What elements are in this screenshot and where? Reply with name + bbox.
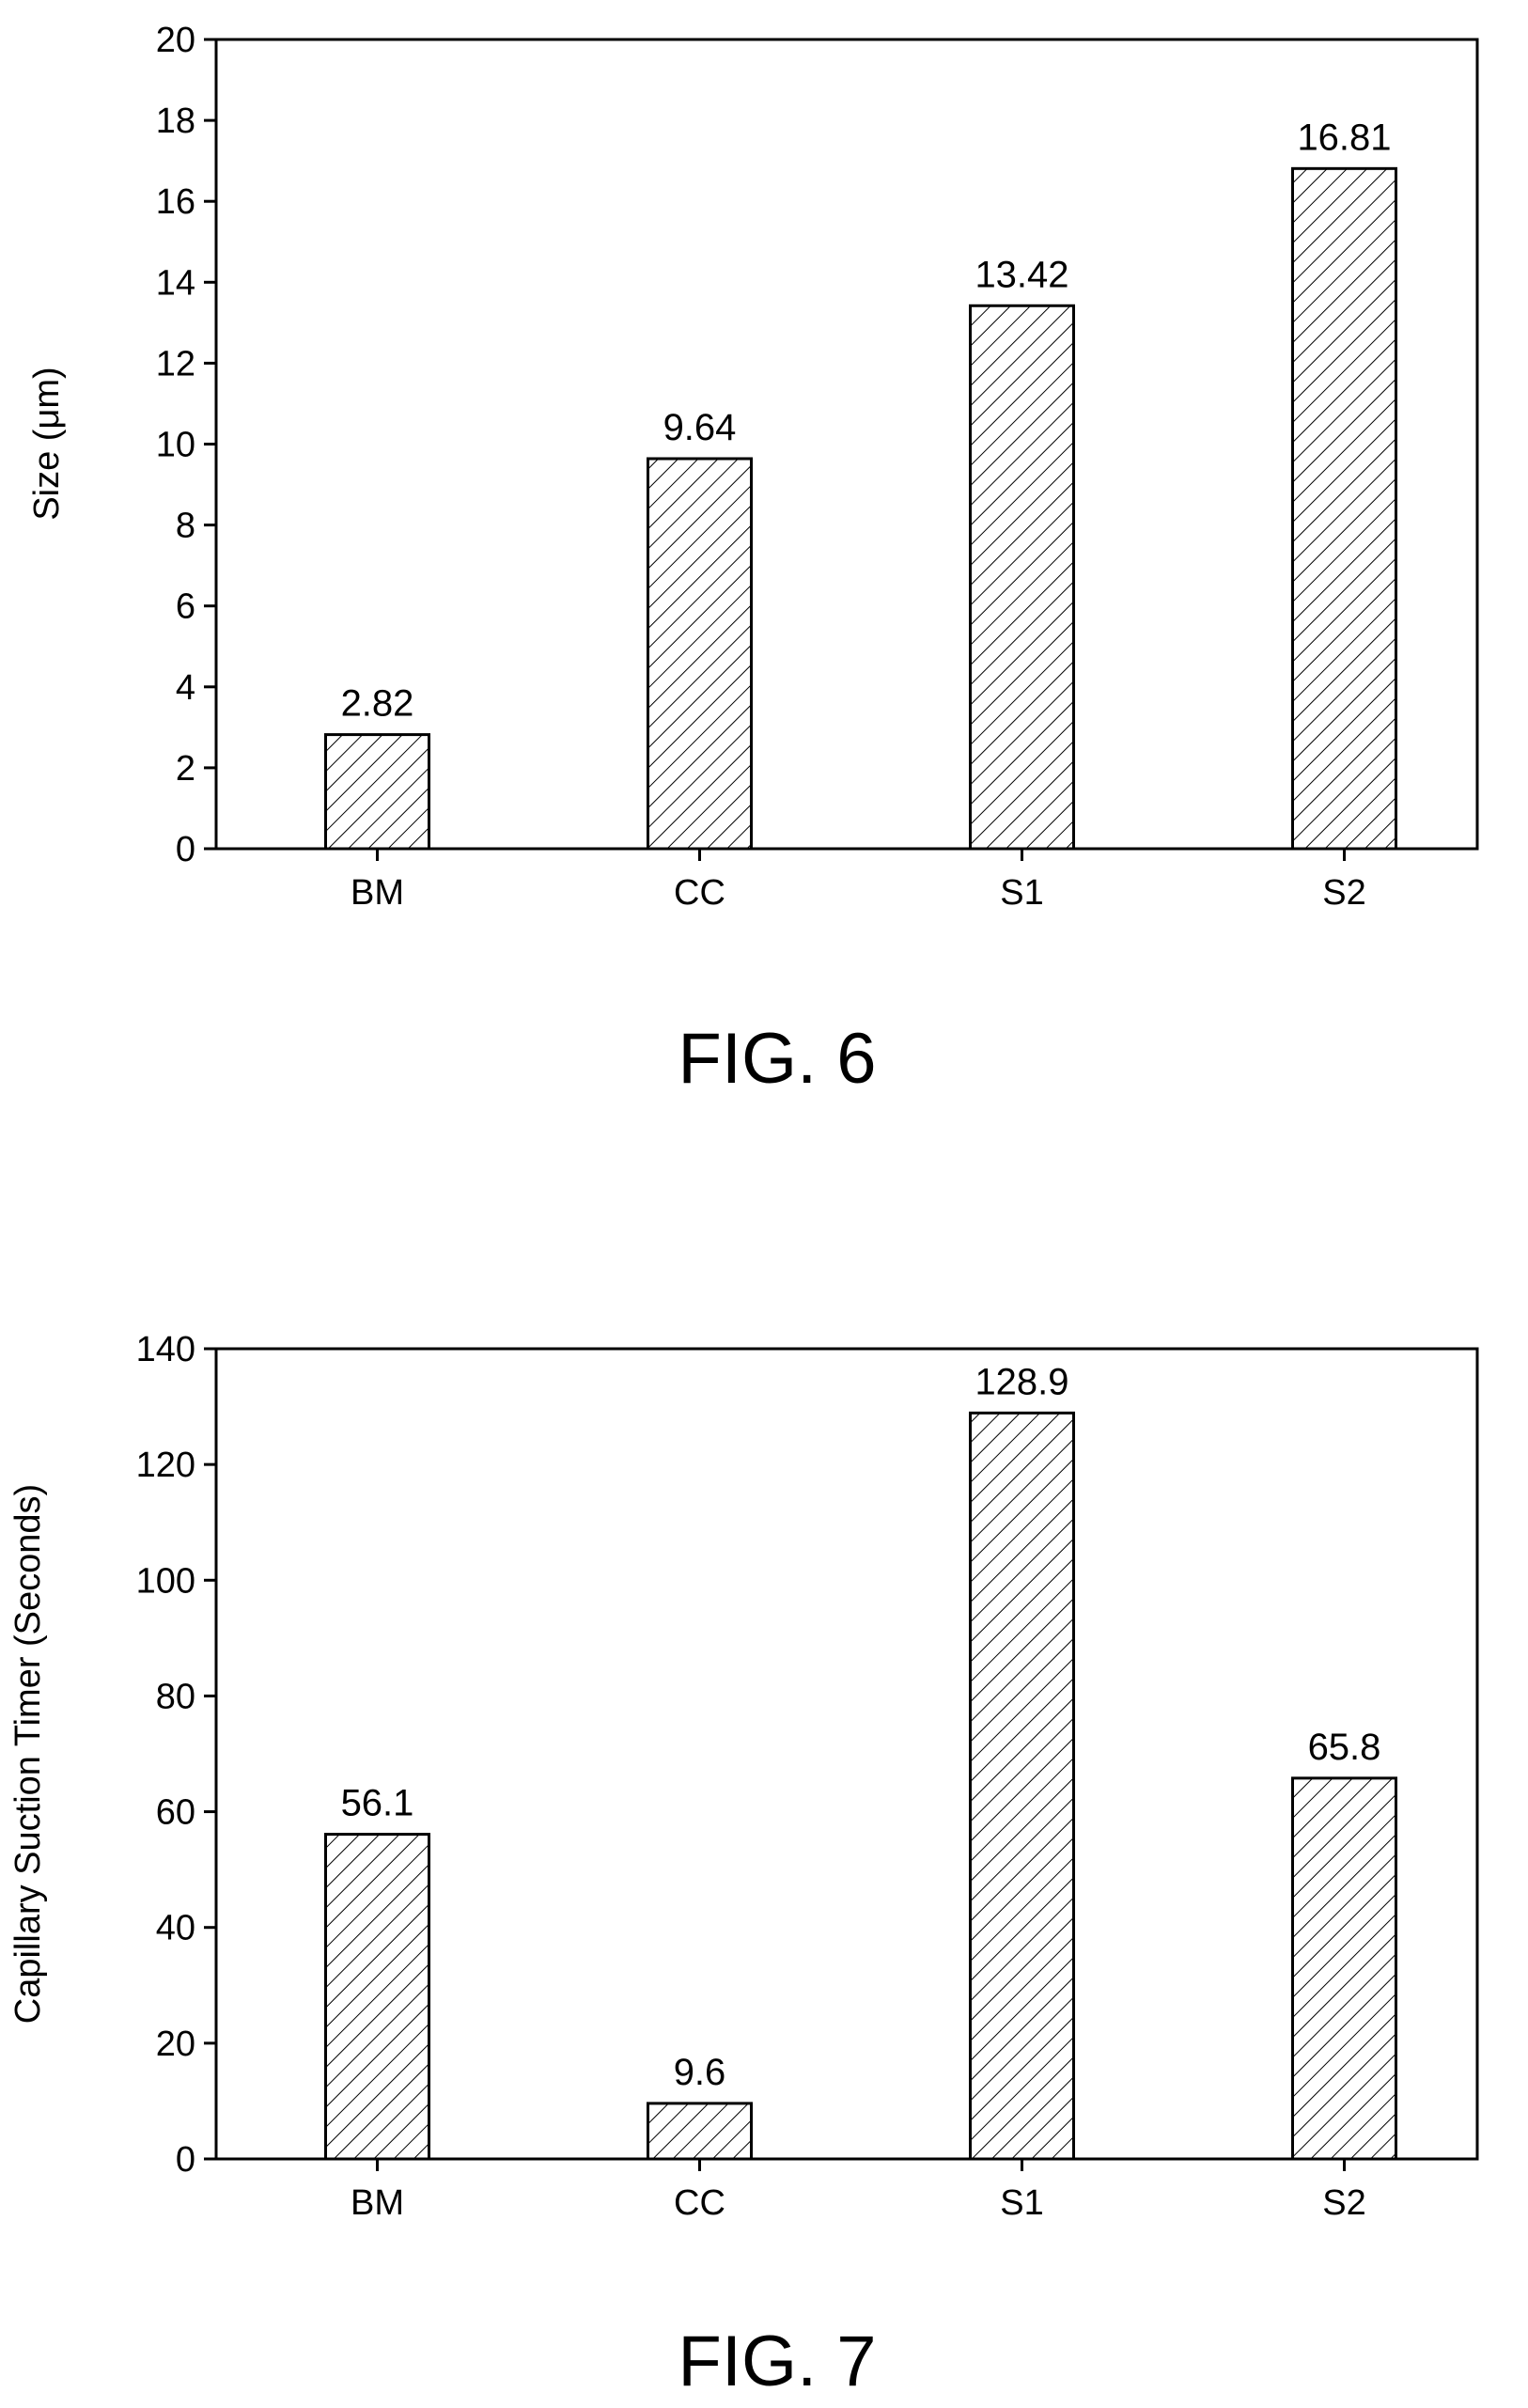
data-labels: 56.1 9.6 128.9 65.8 — [341, 1361, 1381, 2093]
bar-cc — [647, 457, 753, 851]
x-ticks: BM CC S1 S2 — [351, 849, 1366, 913]
data-label-cc: 9.6 — [674, 2052, 726, 2093]
bar-s1 — [969, 304, 1075, 851]
x-tick-label: S2 — [1322, 873, 1365, 913]
y-tick-label: 10 — [156, 426, 195, 465]
y-tick-label: 0 — [176, 2140, 195, 2180]
y-tick-label: 2 — [176, 749, 195, 789]
figure-label-fig-6: FIG. 6 — [678, 1019, 876, 1099]
bar-s2 — [1291, 166, 1397, 851]
plot-frame — [214, 38, 1479, 851]
y-tick-label: 20 — [156, 2025, 195, 2064]
x-ticks: BM CC S1 S2 — [351, 2159, 1366, 2223]
y-tick-label: 0 — [176, 830, 195, 869]
y-tick-label: 60 — [156, 1793, 195, 1833]
bars — [324, 1411, 1397, 2161]
data-labels: 2.82 9.64 13.42 16.81 — [341, 117, 1392, 724]
x-tick-label: S2 — [1322, 2183, 1365, 2223]
bar-bm — [324, 733, 430, 851]
y-tick-label: 14 — [156, 263, 195, 303]
x-tick-label: BM — [351, 873, 404, 913]
bar-bm — [324, 1833, 430, 2161]
y-tick-label: 20 — [156, 21, 195, 60]
plot-frame — [214, 1347, 1479, 2161]
x-tick-label: CC — [674, 873, 725, 913]
data-label-s1: 128.9 — [974, 1361, 1068, 1402]
chart-fig-6: Size (μm) 0 2 4 6 8 10 12 14 16 18 20 BM CC S1 S2 2.8… — [27, 21, 1479, 913]
x-tick-label: CC — [674, 2183, 725, 2223]
data-label-s2: 65.8 — [1308, 1727, 1381, 1768]
chart-fig-7: Capillary Suction Timer (Seconds) 0 20 40 6… — [8, 1330, 1479, 2223]
y-tick-label: 18 — [156, 102, 195, 141]
data-label-s2: 16.81 — [1297, 117, 1391, 158]
y-tick-label: 80 — [156, 1677, 195, 1716]
bars — [324, 166, 1397, 851]
x-tick-label: S1 — [1000, 2183, 1043, 2223]
x-tick-label: S1 — [1000, 873, 1043, 913]
y-tick-label: 6 — [176, 587, 195, 627]
data-label-s1: 13.42 — [974, 254, 1068, 295]
y-axis-label: Capillary Suction Timer (Seconds) — [8, 1484, 48, 2024]
y-tick-label: 12 — [156, 344, 195, 383]
figure-label-fig-7: FIG. 7 — [678, 2322, 876, 2401]
y-axis-label: Size (μm) — [27, 367, 67, 520]
data-label-bm: 56.1 — [341, 1783, 414, 1824]
bar-s1 — [969, 1411, 1075, 2161]
y-ticks: 0 2 4 6 8 10 12 14 16 18 20 — [156, 21, 216, 869]
y-tick-label: 40 — [156, 1909, 195, 1948]
y-tick-label: 16 — [156, 182, 195, 222]
bar-cc — [647, 2102, 753, 2161]
y-tick-label: 140 — [136, 1330, 195, 1369]
y-tick-label: 120 — [136, 1446, 195, 1485]
y-tick-label: 8 — [176, 507, 195, 546]
x-tick-label: BM — [351, 2183, 404, 2223]
y-tick-label: 100 — [136, 1561, 195, 1601]
y-ticks: 0 20 40 60 80 100 120 140 — [136, 1330, 216, 2180]
y-tick-label: 4 — [176, 668, 195, 708]
data-label-bm: 2.82 — [341, 683, 414, 725]
bar-s2 — [1291, 1776, 1397, 2161]
data-label-cc: 9.64 — [663, 407, 737, 448]
